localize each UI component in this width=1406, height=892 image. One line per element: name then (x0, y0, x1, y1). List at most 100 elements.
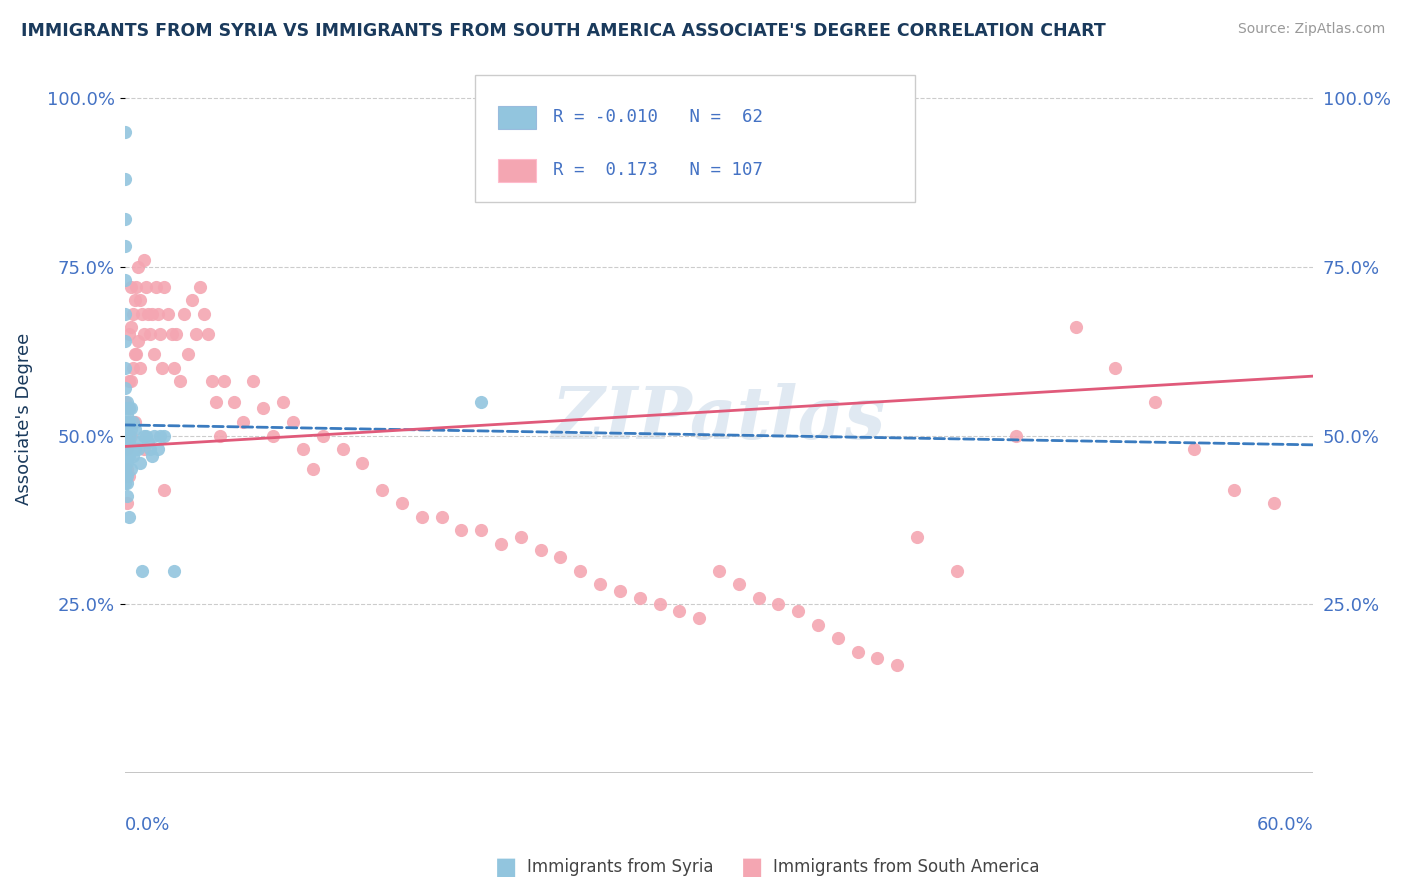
Point (127, 442, 149, 456)
Point (117, 435, 139, 450)
Point (157, 307, 180, 321)
Point (120, 280, 142, 294)
Point (120, 375, 142, 389)
Point (114, 212, 136, 227)
Point (120, 401, 142, 416)
Point (668, 604, 690, 618)
Point (115, 449, 138, 463)
Point (748, 591, 770, 605)
Point (145, 280, 167, 294)
Point (149, 327, 172, 342)
Point (124, 347, 146, 361)
Text: R =  0.173   N = 107: R = 0.173 N = 107 (553, 161, 762, 179)
Point (131, 307, 153, 321)
Point (129, 456, 152, 470)
Point (208, 428, 231, 442)
Point (141, 449, 163, 463)
Point (115, 496, 138, 510)
Point (115, 462, 138, 476)
Point (120, 462, 142, 476)
Point (212, 375, 235, 389)
Point (114, 172, 136, 186)
Text: ■: ■ (495, 855, 517, 879)
Point (768, 598, 790, 612)
Point (846, 645, 869, 659)
Point (115, 435, 138, 450)
Point (1005, 428, 1028, 442)
Point (114, 381, 136, 395)
Point (204, 394, 226, 409)
Point (117, 428, 139, 442)
Point (312, 428, 335, 442)
Point (115, 394, 138, 409)
Point (114, 334, 136, 348)
Point (150, 361, 173, 376)
Point (120, 428, 142, 442)
Point (117, 327, 139, 342)
Point (1184, 442, 1206, 456)
Point (114, 442, 136, 456)
Point (115, 469, 138, 483)
Point (153, 280, 176, 294)
Point (115, 442, 138, 456)
Point (121, 415, 143, 429)
Text: Immigrants from Syria: Immigrants from Syria (527, 858, 714, 876)
Point (115, 415, 138, 429)
Point (232, 415, 254, 429)
Point (127, 260, 149, 274)
Point (163, 361, 186, 376)
Point (252, 401, 274, 416)
Point (124, 422, 146, 436)
Point (117, 375, 139, 389)
Point (169, 375, 191, 389)
Point (173, 307, 195, 321)
Point (184, 327, 207, 342)
Point (589, 577, 612, 591)
Point (1104, 361, 1126, 376)
Point (827, 631, 849, 645)
Point (411, 509, 433, 524)
Point (121, 307, 143, 321)
Point (114, 456, 136, 470)
Point (115, 409, 138, 423)
Point (114, 394, 136, 409)
Point (1263, 496, 1285, 510)
Point (125, 347, 148, 361)
Point (114, 428, 136, 442)
Point (114, 435, 136, 450)
Point (222, 394, 245, 409)
Point (114, 442, 136, 456)
Point (114, 428, 136, 442)
Point (131, 564, 153, 578)
Point (115, 422, 138, 436)
Point (134, 327, 156, 342)
Point (121, 361, 143, 376)
Text: 0.0%: 0.0% (125, 816, 170, 834)
Point (138, 307, 160, 321)
Point (115, 475, 138, 490)
Point (197, 327, 219, 342)
Point (127, 334, 149, 348)
Point (117, 401, 139, 416)
Point (141, 307, 163, 321)
Text: Immigrants from South America: Immigrants from South America (773, 858, 1040, 876)
Point (134, 252, 156, 267)
Point (271, 394, 294, 409)
Text: ZIPatlas: ZIPatlas (553, 384, 886, 454)
Point (121, 449, 143, 463)
FancyBboxPatch shape (498, 159, 536, 182)
Point (301, 462, 323, 476)
Point (114, 475, 136, 490)
Point (165, 327, 187, 342)
Point (945, 564, 967, 578)
Point (707, 564, 730, 578)
Point (114, 239, 136, 253)
Point (114, 449, 136, 463)
Point (117, 415, 139, 429)
Point (688, 611, 710, 625)
Point (648, 598, 671, 612)
Point (135, 428, 157, 442)
Point (866, 651, 889, 665)
Point (787, 604, 810, 618)
Point (807, 617, 830, 632)
